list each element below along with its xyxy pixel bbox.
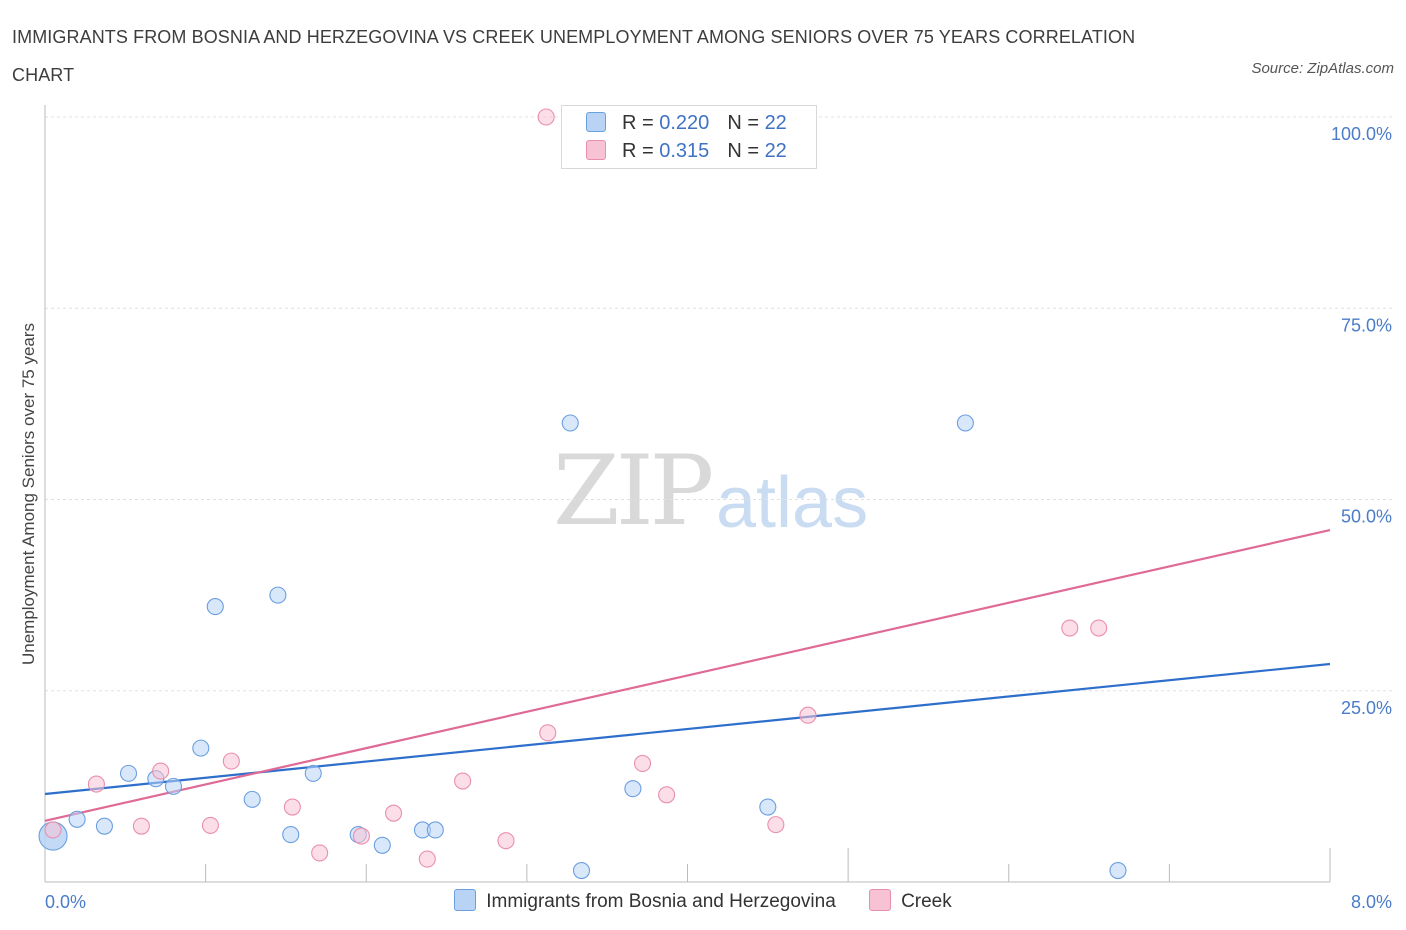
y-tick-label: 50.0% [1341,507,1392,527]
bosnia-point [624,780,642,798]
creek-trend-line [44,529,1331,822]
legend-swatch-pink [586,140,606,160]
series-legend-bosnia: Immigrants from Bosnia and Herzegovina [454,889,836,913]
legend-swatch-blue [586,112,606,132]
legend-n-label: N = [727,140,765,162]
bosnia-point [68,810,86,828]
creek-point [283,798,301,816]
bosnia-point [192,739,210,757]
legend-n-value: 22 [764,112,787,134]
bosnia-point [956,414,974,432]
creek-point [222,752,240,770]
series-name-bosnia: Immigrants from Bosnia and Herzegovina [486,891,836,912]
series-name-creek: Creek [901,891,952,912]
bosnia-point [373,836,391,854]
watermark-zip: ZIP [553,435,714,547]
bosnia-point [561,414,579,432]
trend-layer [44,529,1331,822]
creek-point [658,786,676,804]
series-swatch-pink [869,889,892,911]
legend-n-label: N = [727,112,765,134]
bosnia-point [95,817,113,835]
creek-point [132,817,150,835]
creek-point [87,775,105,793]
x-tick-label-right: 8.0% [1351,892,1392,912]
creek-point [454,772,472,790]
creek-point [44,821,62,839]
legend-n-value: 22 [764,140,787,162]
source-credit: Source: ZipAtlas.com [1251,60,1394,77]
bosnia-trend-line [44,662,1331,796]
correlation-legend: R = 0.220 N = 22 R = 0.315 N = 22 [561,105,817,169]
creek-point [311,844,329,862]
series-legend-creek: Creek [869,889,952,913]
bosnia-point [269,586,287,604]
legend-row-creek: R = 0.315 N = 22 [586,140,787,166]
creek-point [418,850,436,868]
creek-point [1061,619,1079,637]
series-swatch-blue [454,889,477,911]
legend-r-value: 0.220 [659,112,710,134]
x-tick-label-left: 0.0% [45,892,86,912]
bosnia-point [282,826,300,844]
creek-point [537,108,555,126]
axis-layer [44,105,1331,883]
y-tick-label: 25.0% [1341,698,1392,718]
grid-layer [45,116,1392,692]
creek-point [1090,619,1108,637]
bosnia-point [572,861,591,880]
bosnia-point [759,798,777,816]
bosnia-point [119,764,138,782]
y-tick-label: 100.0% [1331,124,1392,144]
legend-r-value: 0.315 [659,140,710,162]
legend-r-label: R = [622,112,660,134]
creek-point [633,754,652,772]
creek-point [201,816,219,834]
y-tick-label: 75.0% [1341,315,1392,335]
creek-point [352,827,370,845]
bosnia-point [243,790,261,808]
watermark-atlas: atlas [716,463,869,543]
legend-row-bosnia: R = 0.220 N = 22 [586,112,787,138]
y-axis-label: Unemployment Among Seniors over 75 years [19,323,38,665]
creek-point [799,706,817,724]
bosnia-point [426,821,444,839]
creek-point [767,816,785,834]
creek-point [497,832,515,850]
creek-point [539,724,557,742]
creek-point [152,762,170,780]
creek-point [385,804,403,822]
chart-title: IMMIGRANTS FROM BOSNIA AND HERZEGOVINA V… [12,27,1136,85]
bosnia-point [1109,861,1127,880]
label-layer: 25.0% 50.0% 75.0% 100.0% 0.0% 8.0% Unemploymen… [19,124,1392,912]
points-layer [38,108,1127,880]
bosnia-point [164,777,183,795]
series-legend: Immigrants from Bosnia and Herzegovina C… [0,889,1406,913]
bosnia-point [206,598,224,616]
legend-r-label: R = [622,140,660,162]
bosnia-point [304,764,322,782]
